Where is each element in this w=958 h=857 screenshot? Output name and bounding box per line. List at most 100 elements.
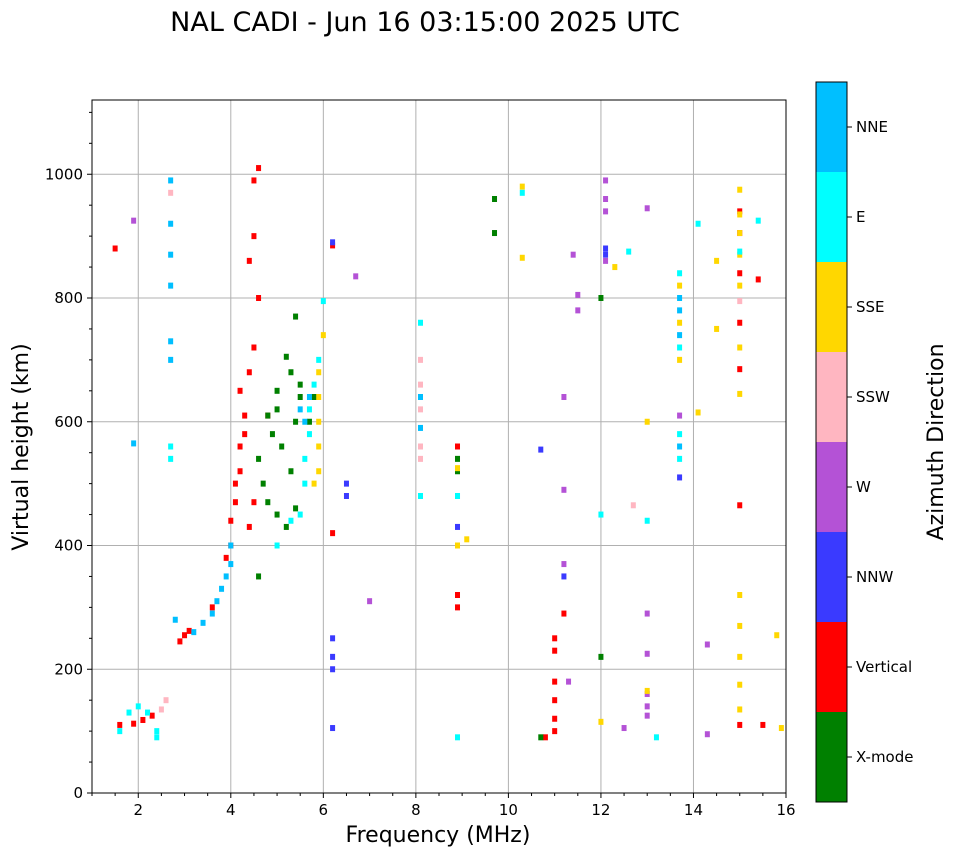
data-point-nnw — [330, 725, 336, 732]
data-point-vertical — [251, 499, 257, 506]
colorbar-swatch — [816, 262, 847, 352]
data-point-sse — [778, 725, 784, 732]
data-point-sse — [519, 183, 525, 190]
x-tick-label: 8 — [411, 801, 421, 819]
data-point-sse — [464, 536, 470, 543]
x-axis-ticks: 2 4 6 8 10 12 14 16 — [91, 793, 796, 819]
data-point-e — [677, 431, 683, 438]
data-point-nne — [200, 619, 206, 626]
data-point-e — [274, 542, 280, 549]
data-point-x-mode — [260, 480, 266, 487]
data-point-e — [644, 517, 650, 524]
data-point-vertical — [232, 499, 238, 506]
colorbar-label: X-mode — [856, 748, 913, 766]
data-point-nnw — [561, 573, 567, 580]
data-point-vertical — [760, 721, 766, 728]
data-point-w — [644, 205, 650, 212]
data-point-w — [566, 678, 572, 685]
data-point-vertical — [552, 715, 558, 722]
data-point-x-mode — [492, 196, 498, 202]
data-point-vertical — [237, 468, 243, 475]
y-tick-label: 600 — [54, 413, 83, 431]
data-point-nne — [131, 440, 137, 447]
data-point-w — [131, 217, 137, 224]
x-tick-label: 16 — [776, 801, 795, 819]
data-point-vertical — [246, 257, 252, 264]
data-point-vertical — [117, 721, 123, 728]
x-tick-label: 14 — [684, 801, 703, 819]
data-point-vertical — [112, 245, 118, 252]
data-point-e — [417, 319, 423, 326]
data-point-sse — [598, 718, 604, 725]
data-point-e — [695, 220, 701, 227]
data-point-x-mode — [311, 394, 317, 400]
data-point-nne — [306, 394, 312, 400]
data-point-ssw — [163, 697, 169, 704]
data-point-nne — [417, 394, 423, 400]
data-point-nnw — [330, 666, 336, 673]
data-point-vertical — [330, 530, 336, 537]
data-point-vertical — [242, 412, 248, 419]
plot-frame — [92, 100, 786, 793]
data-point-sse — [677, 356, 683, 363]
data-point-sse — [737, 251, 743, 258]
colorbar-swatch — [816, 82, 847, 172]
data-point-e — [455, 493, 461, 499]
x-tick-label: 4 — [226, 801, 236, 819]
data-point-sse — [737, 282, 743, 289]
x-tick-label: 10 — [499, 801, 518, 819]
data-point-w — [603, 177, 609, 184]
data-point-sse — [737, 344, 743, 351]
data-point-w — [644, 712, 650, 719]
data-point-sse — [695, 409, 701, 416]
data-point-e — [126, 709, 132, 716]
data-point-vertical — [561, 610, 567, 617]
data-point-nne — [168, 282, 174, 289]
data-point-vertical — [330, 242, 336, 249]
data-point-nne — [677, 307, 683, 314]
colorbar-title: Azimuth Direction — [924, 343, 949, 540]
data-point-nne — [168, 356, 174, 363]
data-point-ssw — [737, 298, 743, 305]
data-point-vertical — [755, 276, 761, 283]
data-point-sse — [316, 369, 322, 376]
colorbar-label: SSW — [856, 388, 890, 406]
data-point-w — [575, 307, 581, 314]
data-point-sse — [737, 592, 743, 598]
data-point-sse — [316, 394, 322, 400]
y-tick-label: 200 — [54, 660, 83, 678]
data-point-vertical — [186, 627, 192, 634]
data-point-sse — [737, 230, 743, 237]
data-point-nne — [223, 573, 229, 580]
data-point-w — [561, 486, 567, 493]
data-point-ssw — [417, 356, 423, 363]
data-point-vertical — [552, 678, 558, 685]
data-point-x-mode — [288, 369, 294, 376]
data-point-x-mode — [598, 295, 604, 301]
data-point-sse — [714, 257, 720, 264]
data-point-vertical — [131, 720, 137, 727]
data-point-e — [168, 443, 174, 450]
data-point-w — [575, 291, 581, 298]
data-point-w — [704, 641, 710, 648]
data-point-nne — [191, 629, 197, 636]
data-point-x-mode — [288, 468, 294, 475]
data-point-x-mode — [293, 313, 299, 320]
data-point-sse — [320, 332, 326, 339]
data-point-nnw — [455, 523, 461, 530]
y-tick-label: 1000 — [45, 165, 83, 183]
data-point-vertical — [237, 443, 243, 450]
chart-title: NAL CADI - Jun 16 03:15:00 2025 UTC — [170, 7, 680, 38]
data-point-vertical — [251, 177, 257, 184]
data-point-sse — [311, 480, 317, 487]
data-point-x-mode — [283, 523, 289, 530]
data-point-sse — [737, 706, 743, 713]
data-point-vertical — [246, 369, 252, 376]
data-point-x-mode — [492, 230, 498, 237]
data-point-vertical — [242, 431, 248, 438]
data-point-vertical — [737, 208, 743, 215]
data-point-nne — [168, 338, 174, 345]
data-point-vertical — [552, 635, 558, 642]
data-point-e — [154, 734, 160, 741]
colorbar-swatch — [816, 352, 847, 442]
